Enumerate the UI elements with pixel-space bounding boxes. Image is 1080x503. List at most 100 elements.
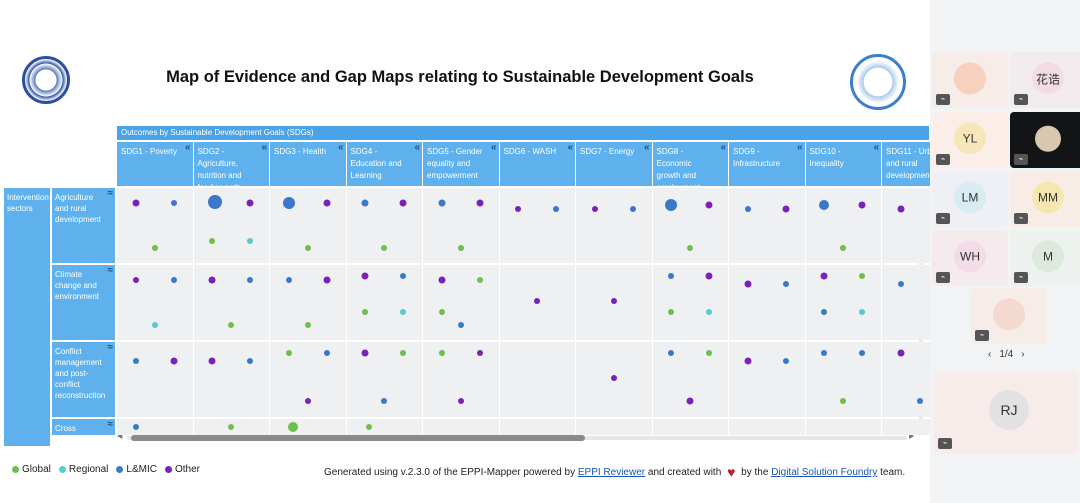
- evidence-bubble[interactable]: [247, 277, 254, 283]
- evidence-bubble[interactable]: [591, 206, 598, 212]
- evidence-bubble[interactable]: [282, 197, 295, 209]
- evidence-bubble[interactable]: [228, 322, 235, 328]
- evidence-bubble[interactable]: [361, 199, 369, 207]
- participant-tile[interactable]: LM ⌁: [932, 171, 1008, 227]
- row-header[interactable]: Cross sectoral≈: [52, 419, 115, 435]
- evidence-bubble[interactable]: [366, 424, 373, 430]
- evidence-bubble[interactable]: [438, 276, 446, 284]
- evidence-bubble[interactable]: [476, 350, 483, 357]
- evidence-bubble[interactable]: [399, 199, 407, 207]
- evidence-bubble[interactable]: [706, 350, 713, 357]
- participant-tile[interactable]: ⌁: [1010, 112, 1080, 168]
- evidence-bubble[interactable]: [361, 272, 369, 280]
- evidence-bubble[interactable]: [782, 205, 790, 213]
- evidence-bubble[interactable]: [170, 200, 177, 206]
- horizontal-scrollbar[interactable]: ◀ ▶: [117, 432, 917, 442]
- evidence-bubble[interactable]: [610, 375, 617, 381]
- column-header[interactable]: SDG1 - Poverty «: [117, 142, 193, 186]
- evidence-bubble[interactable]: [304, 322, 311, 328]
- map-cell[interactable]: [270, 342, 346, 417]
- map-cell[interactable]: [652, 265, 728, 340]
- expand-icon[interactable]: ≈: [107, 188, 114, 199]
- evidence-bubble[interactable]: [476, 199, 484, 207]
- evidence-bubble[interactable]: [820, 272, 828, 280]
- map-cell[interactable]: [117, 265, 193, 340]
- evidence-bubble[interactable]: [323, 276, 331, 284]
- evidence-bubble[interactable]: [916, 397, 923, 404]
- map-cell[interactable]: [729, 342, 805, 417]
- collapse-icon[interactable]: «: [873, 142, 879, 153]
- map-cell[interactable]: [270, 188, 346, 263]
- map-cell[interactable]: [729, 188, 805, 263]
- expand-icon[interactable]: ≈: [107, 419, 114, 430]
- map-cell[interactable]: [729, 265, 805, 340]
- map-cell[interactable]: [805, 342, 881, 417]
- evidence-bubble[interactable]: [687, 245, 694, 251]
- evidence-bubble[interactable]: [323, 199, 331, 207]
- evidence-bubble[interactable]: [132, 277, 139, 283]
- evidence-bubble[interactable]: [170, 277, 177, 283]
- map-cell[interactable]: [117, 342, 193, 417]
- map-cell[interactable]: [652, 188, 728, 263]
- row-header[interactable]: Climate change and environment ≈: [52, 265, 115, 340]
- evidence-bubble[interactable]: [610, 298, 617, 304]
- expand-icon[interactable]: ≈: [107, 265, 114, 276]
- expand-icon[interactable]: ≈: [107, 342, 114, 353]
- participant-tile[interactable]: M ⌁: [1010, 230, 1080, 286]
- participant-tile[interactable]: YL ⌁: [932, 112, 1008, 168]
- column-header[interactable]: SDG7 - Energy «: [576, 142, 652, 186]
- evidence-bubble[interactable]: [381, 245, 388, 251]
- participant-tile[interactable]: 花诰 ⌁: [1010, 52, 1080, 108]
- map-cell[interactable]: [346, 188, 422, 263]
- evidence-bubble[interactable]: [457, 397, 464, 404]
- map-cell[interactable]: [652, 342, 728, 417]
- evidence-bubble[interactable]: [819, 199, 830, 210]
- collapse-icon[interactable]: «: [337, 142, 344, 153]
- column-header[interactable]: SDG9 - Infrastructure «: [729, 142, 805, 186]
- map-cell[interactable]: [423, 419, 499, 435]
- evidence-bubble[interactable]: [629, 206, 636, 212]
- participant-tile[interactable]: WH ⌁: [932, 230, 1008, 286]
- evidence-bubble[interactable]: [744, 280, 752, 288]
- evidence-bubble[interactable]: [668, 350, 675, 357]
- evidence-bubble[interactable]: [151, 322, 158, 328]
- scroll-left-arrow-icon[interactable]: ◀: [117, 433, 123, 440]
- map-cell[interactable]: [270, 419, 346, 435]
- column-header[interactable]: SDG5 - Gender equality and empowerment «: [423, 142, 499, 186]
- evidence-bubble[interactable]: [705, 201, 713, 208]
- collapse-icon[interactable]: «: [720, 142, 726, 153]
- evidence-bubble[interactable]: [247, 237, 254, 244]
- map-cell[interactable]: [499, 188, 575, 263]
- participant-tile[interactable]: ⌁: [932, 52, 1008, 108]
- evidence-bubble[interactable]: [323, 350, 330, 357]
- pager-next-icon[interactable]: ›: [1021, 349, 1025, 360]
- map-cell[interactable]: [805, 188, 881, 263]
- evidence-bubble[interactable]: [170, 357, 178, 365]
- evidence-bubble[interactable]: [705, 272, 713, 280]
- map-cell[interactable]: [576, 419, 652, 435]
- map-cell[interactable]: [193, 342, 269, 417]
- evidence-bubble[interactable]: [668, 273, 675, 280]
- evidence-bubble[interactable]: [400, 308, 407, 315]
- evidence-bubble[interactable]: [208, 276, 216, 284]
- map-cell[interactable]: [499, 419, 575, 435]
- evidence-bubble[interactable]: [515, 206, 522, 212]
- evidence-bubble[interactable]: [361, 349, 369, 357]
- map-cell[interactable]: [117, 188, 193, 263]
- evidence-bubble[interactable]: [859, 350, 866, 357]
- collapse-icon[interactable]: «: [796, 142, 803, 153]
- scroll-right-arrow-icon[interactable]: ▶: [909, 433, 915, 440]
- evidence-bubble[interactable]: [859, 273, 866, 280]
- evidence-bubble[interactable]: [782, 280, 789, 287]
- evidence-bubble[interactable]: [782, 357, 789, 364]
- column-header[interactable]: SDG2 - Agriculture, nutrition and food s…: [193, 142, 269, 186]
- digital-solution-foundry-link[interactable]: Digital Solution Foundry: [771, 467, 878, 478]
- evidence-bubble[interactable]: [476, 277, 483, 283]
- evidence-bubble[interactable]: [287, 422, 298, 432]
- evidence-bubble[interactable]: [821, 308, 828, 315]
- column-header[interactable]: SDG3 - Health «: [270, 142, 346, 186]
- map-cell[interactable]: [423, 342, 499, 417]
- collapse-icon[interactable]: «: [261, 142, 267, 153]
- map-cell[interactable]: [499, 342, 575, 417]
- evidence-bubble[interactable]: [209, 237, 216, 244]
